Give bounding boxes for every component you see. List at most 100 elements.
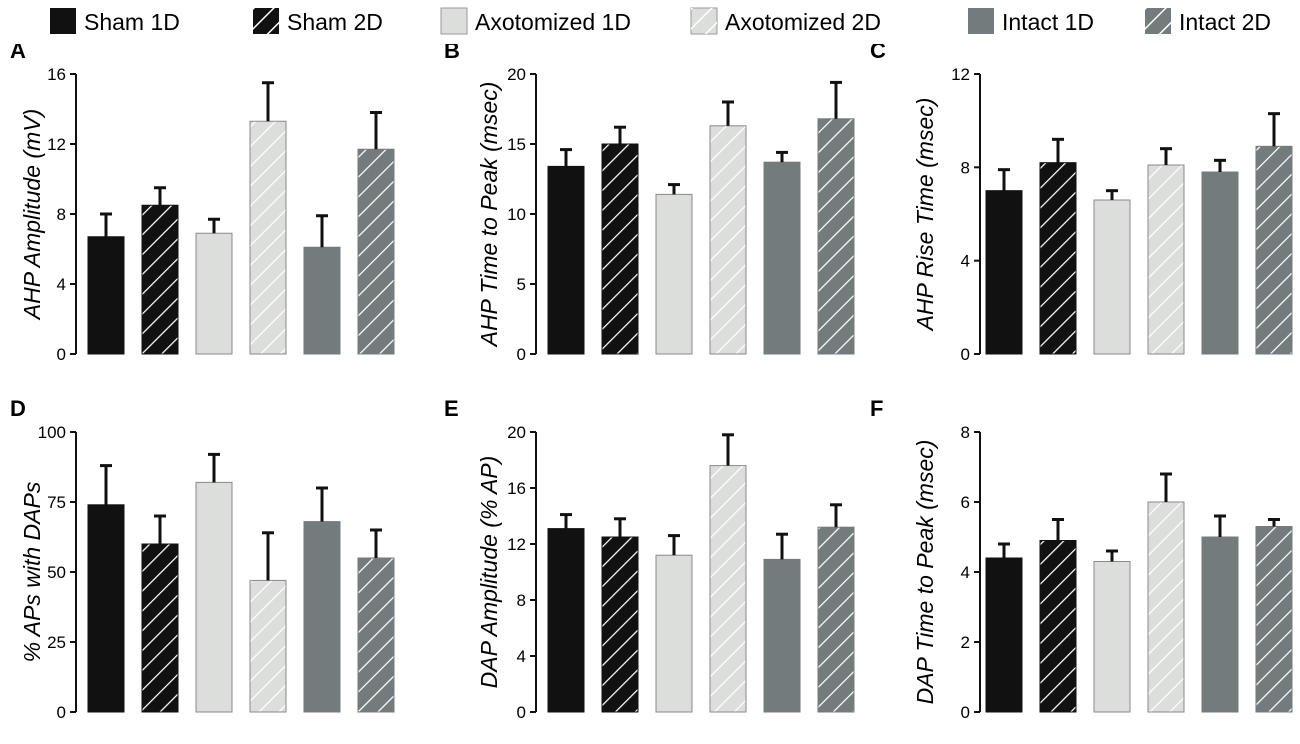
y-tick-label: 8 <box>517 591 526 610</box>
bar-hatch-intact-2d <box>358 558 394 712</box>
y-tick-label: 4 <box>57 275 66 294</box>
bar-axotomized-1d <box>195 232 233 355</box>
legend-item-sham-1d: Sham 1D <box>50 8 180 35</box>
legend-swatch-sham-2d-hatch <box>253 8 279 34</box>
legend: Sham 1D Sham 2D Axotomized 1D Axotomized… <box>50 7 1271 35</box>
bar-axotomized-1d <box>655 193 693 355</box>
legend-swatch-axotomized-1d <box>440 7 468 35</box>
legend-label-sham-1d: Sham 1D <box>84 9 180 35</box>
bar-hatch-sham-2d <box>602 537 638 712</box>
bar-intact-1d <box>1201 171 1239 355</box>
y-tick-label: 8 <box>961 423 970 442</box>
y-tick-label: 0 <box>517 345 526 364</box>
panel-label-e: E <box>444 396 459 421</box>
y-tick-label: 8 <box>57 205 66 224</box>
panel-c: C AHP Rise Time (msec) 0 4 8 12 <box>870 44 1293 364</box>
panel-f: F DAP Time to Peak (msec) 0 2 4 6 8 <box>870 396 1293 722</box>
bar-hatch-intact-2d <box>358 149 394 354</box>
legend-item-axotomized-1d: Axotomized 1D <box>440 7 631 35</box>
y-tick-label: 0 <box>961 345 970 364</box>
bar-axotomized-1d <box>1093 199 1131 355</box>
bar-hatch-sham-2d <box>1040 541 1076 712</box>
y-axis-label: AHP Rise Time (msec) <box>912 98 938 333</box>
legend-item-axotomized-2d: Axotomized 2D <box>690 7 881 35</box>
y-tick-label: 10 <box>507 205 526 224</box>
y-axis-label: DAP Time to Peak (msec) <box>912 440 938 705</box>
bar-hatch-sham-2d <box>142 544 178 712</box>
y-axis-label: AHP Time to Peak (msec) <box>476 82 502 349</box>
bar-hatch-axotomized-2d <box>710 466 746 712</box>
y-tick-label: 16 <box>507 479 526 498</box>
y-tick-label: 12 <box>951 65 970 84</box>
panel-label-b: B <box>444 44 460 63</box>
panel-label-d: D <box>10 396 26 421</box>
y-tick-label: 12 <box>47 135 66 154</box>
bar-intact-1d <box>303 246 341 355</box>
y-tick-label: 16 <box>47 65 66 84</box>
bar-hatch-axotomized-2d <box>1148 502 1184 712</box>
y-tick-label: 15 <box>507 135 526 154</box>
y-axis-label: AHP Amplitude (mV) <box>19 109 45 321</box>
bar-sham-1d <box>985 557 1023 713</box>
bar-hatch-axotomized-2d <box>1148 165 1184 354</box>
y-tick-label: 12 <box>507 535 526 554</box>
y-tick-label: 2 <box>961 633 970 652</box>
legend-item-intact-1d: Intact 1D <box>968 8 1094 35</box>
legend-label-intact-2d: Intact 2D <box>1179 9 1271 35</box>
bar-sham-1d <box>87 236 125 355</box>
bar-chart-grid: A AHP Amplitude (mV) 0 4 8 12 16 B AHP Time to P… <box>10 44 1293 722</box>
bar-hatch-intact-2d <box>818 527 854 712</box>
bar-sham-1d <box>985 190 1023 355</box>
panel-label-c: C <box>870 44 886 63</box>
panel-label-a: A <box>10 44 26 63</box>
y-tick-label: 20 <box>507 65 526 84</box>
bar-intact-1d <box>1201 536 1239 713</box>
panel-b: B AHP Time to Peak (msec) 0 5 10 15 20 <box>444 44 855 364</box>
y-tick-label: 100 <box>38 423 66 442</box>
y-tick-label: 8 <box>961 158 970 177</box>
bar-hatch-sham-2d <box>602 144 638 354</box>
bar-sham-1d <box>547 165 585 355</box>
bar-sham-1d <box>87 504 125 713</box>
legend-label-sham-2d: Sham 2D <box>287 9 383 35</box>
y-tick-label: 75 <box>47 493 66 512</box>
bar-axotomized-1d <box>655 554 693 713</box>
legend-item-sham-2d: Sham 2D <box>253 8 383 35</box>
y-tick-label: 25 <box>47 633 66 652</box>
bar-axotomized-1d <box>195 481 233 713</box>
bar-hatch-sham-2d <box>1040 163 1076 354</box>
bar-intact-1d <box>763 558 801 713</box>
legend-swatch-intact-1d <box>968 8 994 34</box>
legend-swatch-sham-1d <box>50 8 76 34</box>
legend-label-axotomized-2d: Axotomized 2D <box>725 9 881 35</box>
bar-axotomized-1d <box>1093 561 1131 713</box>
y-tick-label: 0 <box>57 345 66 364</box>
legend-label-axotomized-1d: Axotomized 1D <box>475 9 631 35</box>
panel-d: D % APs with DAPs 0 25 50 75 100 <box>10 396 395 722</box>
bar-hatch-axotomized-2d <box>710 126 746 354</box>
y-tick-label: 0 <box>517 703 526 722</box>
y-tick-label: 4 <box>961 252 970 271</box>
bar-hatch-axotomized-2d <box>250 580 286 712</box>
y-axis-label: DAP Amplitude (% AP) <box>476 456 502 689</box>
y-tick-label: 4 <box>517 647 526 666</box>
y-tick-label: 4 <box>961 563 970 582</box>
legend-swatch-intact-2d-hatch <box>1145 8 1171 34</box>
bar-hatch-intact-2d <box>1256 527 1292 712</box>
y-tick-label: 5 <box>517 275 526 294</box>
panel-label-f: F <box>870 396 883 421</box>
y-tick-label: 20 <box>507 423 526 442</box>
bar-intact-1d <box>303 521 341 713</box>
legend-item-intact-2d: Intact 2D <box>1145 8 1271 35</box>
legend-swatch-axotomized-2d-hatch <box>691 8 717 34</box>
y-tick-label: 0 <box>57 703 66 722</box>
panel-a: A AHP Amplitude (mV) 0 4 8 12 16 <box>10 44 395 364</box>
y-axis-label: % APs with DAPs <box>19 481 45 662</box>
legend-label-intact-1d: Intact 1D <box>1002 9 1094 35</box>
y-tick-label: 6 <box>961 493 970 512</box>
bar-hatch-intact-2d <box>1256 146 1292 354</box>
bar-hatch-axotomized-2d <box>250 121 286 354</box>
bar-intact-1d <box>763 161 801 355</box>
panel-e: E DAP Amplitude (% AP) 0 4 8 12 16 20 <box>444 396 855 722</box>
y-tick-label: 50 <box>47 563 66 582</box>
